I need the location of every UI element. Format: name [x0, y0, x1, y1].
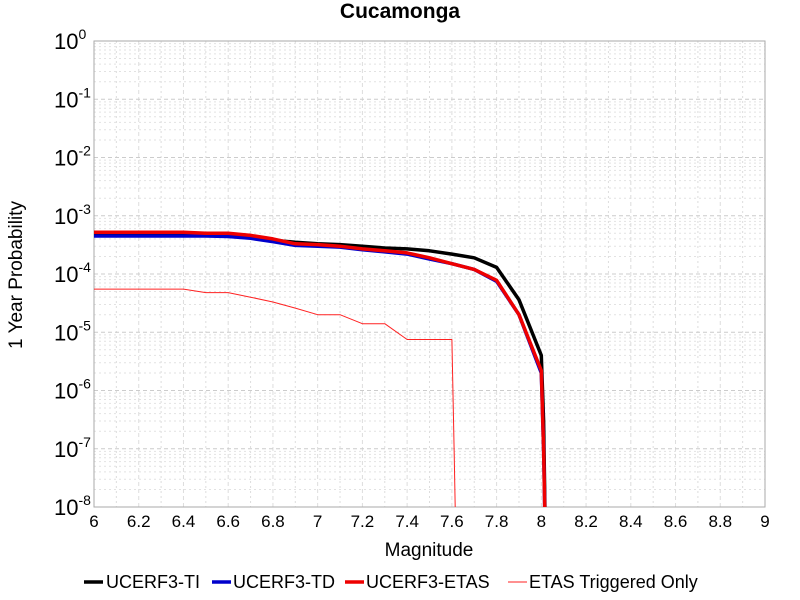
x-tick-label: 6.8	[261, 512, 285, 531]
minor-grid	[94, 41, 765, 507]
major-grid	[93, 41, 766, 508]
y-tick-label: 10-8	[54, 492, 91, 520]
x-tick-label: 7	[313, 512, 322, 531]
y-tick-base: 10	[54, 29, 78, 54]
y-tick-label: 10-3	[54, 201, 91, 229]
y-axis-label: 1 Year Probability	[6, 201, 27, 349]
x-tick-label: 7.2	[351, 512, 375, 531]
y-tick-label: 10-1	[54, 84, 91, 112]
y-tick-base: 10	[54, 379, 78, 404]
x-tick-label: 8.6	[664, 512, 688, 531]
x-tick-label: 8	[537, 512, 546, 531]
legend-label: ETAS Triggered Only	[529, 572, 698, 592]
x-tick-label: 7.8	[485, 512, 509, 531]
y-tick-label: 100	[54, 26, 86, 54]
series-line-ucerf3-etas	[94, 230, 547, 507]
legend-label: UCERF3-TD	[233, 572, 335, 592]
x-tick-label: 6	[89, 512, 98, 531]
x-tick-labels: 6 6.2 6.4 6.6 6.8 7 7.2 7.4 7.6 7.8 8 8.2 8.4 8.6 8.8 9	[89, 512, 769, 531]
y-tick-exponent: -1	[78, 84, 91, 100]
x-tick-label: 6.4	[172, 512, 196, 531]
y-tick-exponent: -4	[78, 259, 91, 275]
x-tick-label: 8.2	[574, 512, 598, 531]
x-axis-label: Magnitude	[385, 540, 474, 561]
y-tick-label: 10-6	[54, 376, 91, 404]
chart-title: Cucamonga	[340, 0, 461, 23]
x-tick-label: 6.6	[216, 512, 240, 531]
y-tick-exponent: -3	[78, 201, 91, 217]
y-tick-base: 10	[54, 262, 78, 287]
legend-label: UCERF3-ETAS	[366, 572, 490, 592]
x-tick-label: 9	[760, 512, 769, 531]
x-tick-label: 7.6	[440, 512, 464, 531]
x-tick-label: 7.4	[395, 512, 419, 531]
legend: UCERF3-TI UCERF3-TD UCERF3-ETAS ETAS Trigge…	[84, 572, 698, 592]
x-tick-label: 6.2	[127, 512, 151, 531]
x-tick-label: 8.4	[619, 512, 643, 531]
y-tick-exponent: -8	[78, 492, 91, 508]
y-tick-exponent: -2	[78, 143, 91, 159]
y-tick-label: 10-7	[54, 434, 91, 462]
y-tick-base: 10	[54, 495, 78, 520]
series-line-etas-triggered-only	[94, 288, 456, 507]
y-tick-exponent: 0	[78, 26, 86, 42]
legend-label: UCERF3-TI	[106, 572, 200, 592]
y-tick-base: 10	[54, 320, 78, 345]
y-tick-base: 10	[54, 204, 78, 229]
y-tick-base: 10	[54, 437, 78, 462]
y-tick-base: 10	[54, 146, 78, 171]
y-tick-exponent: -5	[78, 317, 91, 333]
y-tick-exponent: -6	[78, 376, 91, 392]
x-tick-label: 8.8	[708, 512, 732, 531]
y-tick-label: 10-2	[54, 143, 91, 171]
plot-frame	[93, 40, 766, 508]
y-tick-base: 10	[54, 87, 78, 112]
y-tick-label: 10-4	[54, 259, 91, 287]
y-tick-exponent: -7	[78, 434, 91, 450]
series-layer	[94, 230, 547, 507]
y-tick-label: 10-5	[54, 317, 91, 345]
